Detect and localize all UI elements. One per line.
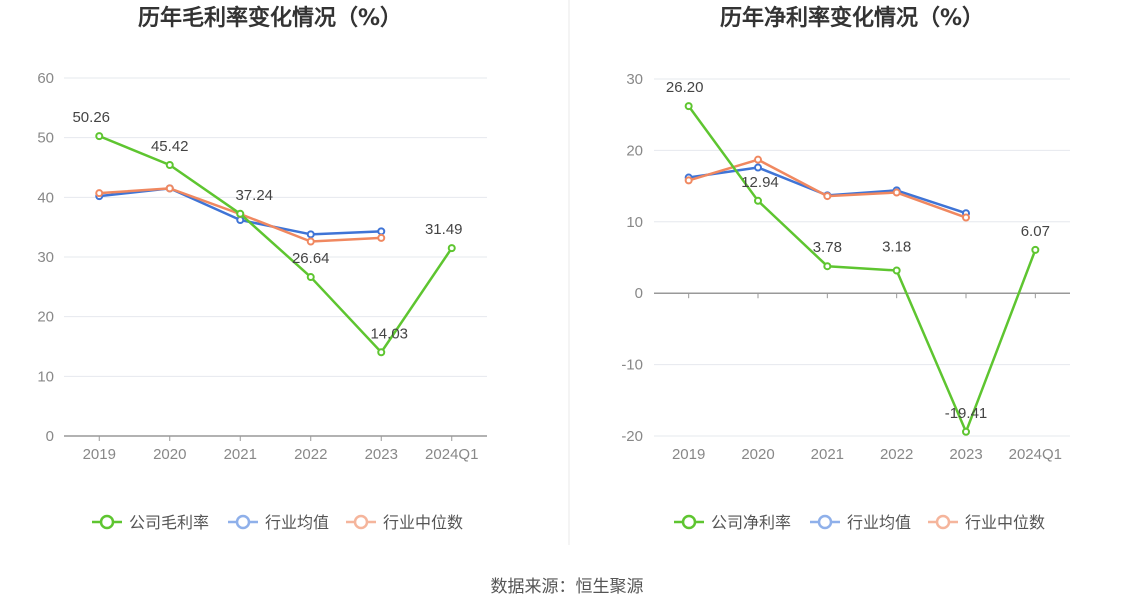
legend-marker: [681, 514, 697, 530]
y-tick-label: 50: [37, 130, 54, 147]
y-tick-label: 0: [635, 285, 643, 302]
data-point[interactable]: [165, 160, 174, 169]
legend-item-2[interactable]: 行业中位数: [928, 513, 1045, 532]
data-point[interactable]: [306, 273, 315, 282]
data-point[interactable]: [754, 196, 762, 205]
data-label: -19.41: [945, 405, 988, 422]
series-line-1: [688, 166, 967, 215]
data-point[interactable]: [306, 237, 315, 246]
data-point[interactable]: [377, 227, 386, 236]
x-tick-label: 2022: [880, 446, 913, 463]
data-source: 数据来源：恒生聚源: [491, 577, 644, 597]
x-tick-label: 2020: [741, 446, 774, 463]
y-tick-label: 20: [626, 142, 643, 159]
legend-marker: [817, 514, 833, 530]
series-line-0: [687, 105, 1037, 434]
x-tick-label: 2023: [365, 446, 398, 463]
data-label: 26.20: [666, 79, 704, 96]
legend-item-0[interactable]: 公司净利率: [674, 513, 791, 532]
data-label: 26.64: [292, 250, 330, 267]
data-point[interactable]: [377, 233, 386, 242]
y-tick-label: 10: [37, 368, 54, 385]
net-margin-chart: 历年净利率变化情况（%） -20 -10 0 10 20 30 2019 2020 2021 20…: [621, 5, 1070, 532]
legend-item-0[interactable]: 公司毛利率: [92, 513, 209, 532]
data-point[interactable]: [306, 230, 315, 239]
data-point[interactable]: [236, 209, 245, 218]
chart-title: 历年毛利率变化情况（%）: [138, 5, 402, 31]
data-label: 3.78: [813, 239, 842, 256]
chart-title: 历年净利率变化情况（%）: [720, 5, 984, 31]
legend-marker: [935, 514, 951, 530]
data-point[interactable]: [377, 348, 386, 357]
x-tick-label: 2021: [224, 446, 257, 463]
y-tick-label: -10: [621, 357, 643, 374]
legend-item-1[interactable]: 行业均值: [228, 513, 329, 532]
data-point[interactable]: [754, 155, 762, 164]
series-line-2: [688, 158, 967, 219]
data-point[interactable]: [95, 189, 104, 198]
data-point[interactable]: [447, 244, 456, 253]
data-point[interactable]: [684, 176, 693, 185]
data-label: 45.42: [151, 138, 189, 155]
data-point[interactable]: [962, 213, 970, 222]
y-tick-label: 0: [46, 428, 54, 445]
legend-marker: [235, 514, 251, 530]
legend-label: 行业中位数: [965, 513, 1045, 532]
y-tick-label: 40: [37, 189, 54, 206]
x-tick-label: 2024Q1: [1009, 446, 1062, 463]
x-tick-label: 2020: [153, 446, 186, 463]
data-point[interactable]: [684, 102, 693, 111]
y-tick-label: 30: [37, 249, 54, 266]
legend-label: 行业中位数: [383, 513, 463, 532]
x-tick-label: 2021: [811, 446, 844, 463]
data-label: 50.26: [72, 109, 110, 126]
data-point[interactable]: [892, 188, 901, 197]
legend-marker: [99, 514, 115, 530]
data-point[interactable]: [892, 266, 901, 275]
x-tick-label: 2024Q1: [425, 446, 478, 463]
legend-item-1[interactable]: 行业均值: [810, 513, 911, 532]
y-tick-label: -20: [621, 428, 643, 445]
data-point[interactable]: [754, 163, 762, 172]
data-label: 12.94: [741, 174, 779, 191]
data-point[interactable]: [1031, 245, 1040, 254]
y-tick-label: 60: [37, 70, 54, 87]
x-tick-label: 2023: [949, 446, 982, 463]
legend-label: 行业均值: [265, 513, 329, 532]
x-tick-label: 2019: [672, 446, 705, 463]
y-tick-label: 10: [626, 214, 643, 231]
data-point[interactable]: [962, 427, 970, 436]
x-tick-label: 2019: [83, 446, 116, 463]
legend-marker: [353, 514, 369, 530]
legend-label: 公司净利率: [711, 513, 791, 532]
data-label: 3.18: [882, 238, 911, 255]
y-tick-label: 30: [626, 71, 643, 88]
x-tick-label: 2022: [294, 446, 327, 463]
data-point[interactable]: [165, 184, 174, 193]
data-point[interactable]: [823, 262, 832, 271]
data-label: 6.07: [1021, 223, 1050, 240]
data-label: 31.49: [425, 221, 463, 238]
series-line-0: [98, 134, 453, 354]
data-point[interactable]: [95, 132, 104, 141]
data-label: 14.03: [370, 325, 408, 342]
data-point[interactable]: [823, 192, 832, 201]
legend-label: 公司毛利率: [129, 513, 209, 532]
gross-margin-chart: 历年毛利率变化情况（%） 0 10 20 30 40 50 60 2019 2020 2021 20…: [37, 5, 487, 532]
data-label: 37.24: [235, 187, 273, 204]
y-tick-label: 20: [37, 309, 54, 326]
legend-label: 行业均值: [847, 513, 911, 532]
legend-item-2[interactable]: 行业中位数: [346, 513, 463, 532]
